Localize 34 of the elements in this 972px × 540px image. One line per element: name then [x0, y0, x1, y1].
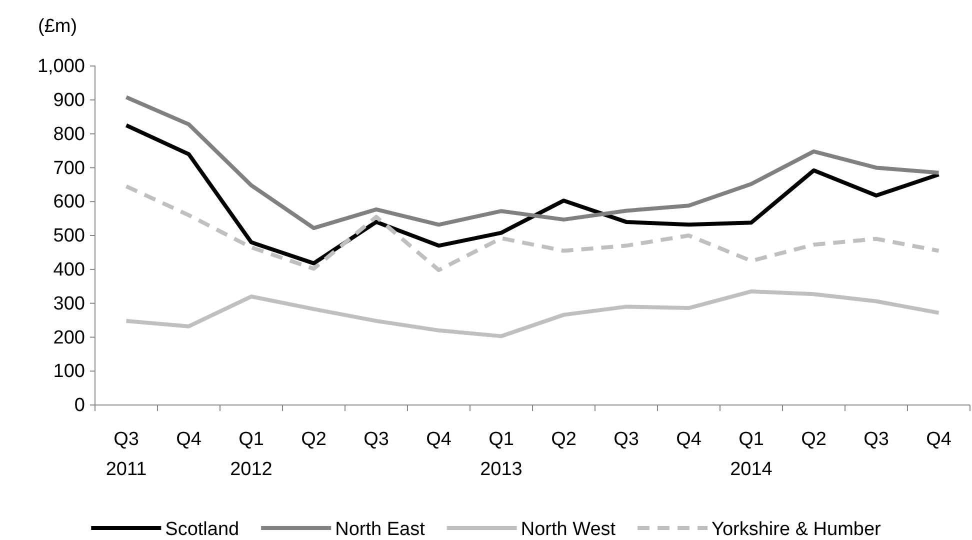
line-series — [124, 123, 941, 266]
y-tick-label: 400 — [53, 259, 85, 280]
y-tick-label: 200 — [53, 327, 85, 348]
x-tick-label: Q1 2013 — [480, 429, 522, 480]
x-tick-label: Q3 — [864, 429, 889, 450]
legend-label: Scotland — [165, 519, 240, 540]
legend-label: North East — [335, 519, 426, 540]
y-axis-title: (£m) — [38, 16, 78, 37]
x-tick-label: Q3 — [364, 429, 389, 450]
line-series — [124, 95, 941, 230]
legend-label: Yorkshire & Humber — [712, 519, 882, 540]
x-tick-label: Q3 2011 — [106, 429, 147, 480]
x-tick-label: Q2 — [551, 429, 576, 450]
y-tick-label: 0 — [74, 395, 85, 416]
y-tick-label: 600 — [53, 192, 85, 213]
x-tick-label: Q4 — [676, 429, 702, 450]
x-tick-label: Q2 — [801, 429, 826, 450]
x-tick-label: Q4 — [426, 429, 452, 450]
line-series — [124, 289, 941, 338]
y-tick-label: 700 — [53, 158, 85, 179]
x-tick-label: Q1 2012 — [230, 429, 272, 480]
y-tick-label: 300 — [53, 293, 85, 314]
legend-label: North West — [520, 519, 616, 540]
x-tick-label: Q1 2014 — [730, 429, 773, 480]
line-series — [124, 184, 941, 272]
y-tick-label: 900 — [53, 90, 85, 111]
x-tick-label: Q4 — [176, 429, 202, 450]
y-tick-label: 800 — [53, 124, 85, 145]
x-tick-label: Q2 — [301, 429, 326, 450]
y-tick-label: 500 — [53, 226, 85, 247]
y-tick-label: 1,000 — [37, 56, 85, 78]
y-tick-label: 100 — [53, 361, 85, 382]
x-tick-label: Q3 — [614, 429, 639, 450]
x-tick-label: Q4 — [926, 429, 952, 450]
